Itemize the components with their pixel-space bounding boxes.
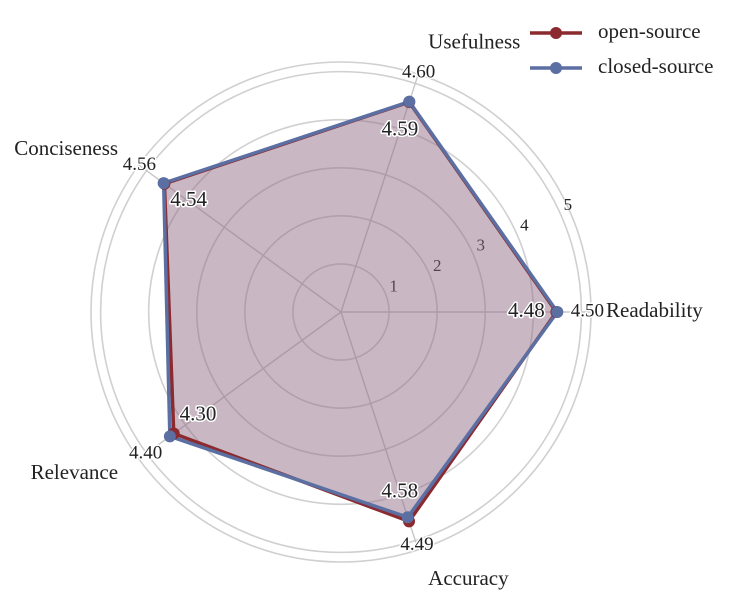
r-tick-label: 4 [520, 215, 529, 234]
area [163, 101, 558, 518]
spoke [138, 164, 342, 313]
point [163, 430, 176, 443]
spoke [340, 311, 419, 550]
value-label: 4.48 [508, 298, 545, 322]
r-tick-label: 3 [477, 236, 486, 255]
point [403, 95, 416, 108]
category-label: Accuracy [428, 566, 509, 590]
area [164, 102, 557, 522]
point [551, 306, 564, 318]
line [161, 99, 560, 520]
point [401, 511, 414, 524]
r-tick-label: 2 [433, 256, 442, 275]
category-label: Usefulness [428, 30, 520, 54]
legend-marker [550, 62, 562, 74]
r-tick-label: 5 [564, 195, 573, 214]
value-label: 4.30 [180, 402, 217, 426]
value-label: 4.50 [571, 300, 604, 321]
value-label: 4.60 [402, 61, 435, 82]
spoke [340, 74, 419, 313]
category-label: Readability [606, 298, 703, 322]
value-label: 4.56 [123, 154, 156, 175]
legend-label: open-source [598, 19, 701, 43]
legend-label: closed-source [598, 54, 713, 78]
value-label: 4.59 [382, 116, 419, 140]
value-label: 4.58 [381, 479, 418, 503]
value-label: 4.54 [170, 187, 207, 211]
category-label: Relevance [31, 460, 118, 484]
legend-marker [550, 27, 562, 39]
point [157, 177, 170, 190]
value-label: 4.49 [400, 534, 433, 555]
value-label: 4.40 [129, 442, 162, 463]
category-label: Conciseness [14, 136, 118, 160]
r-tick-label: 1 [389, 276, 398, 295]
